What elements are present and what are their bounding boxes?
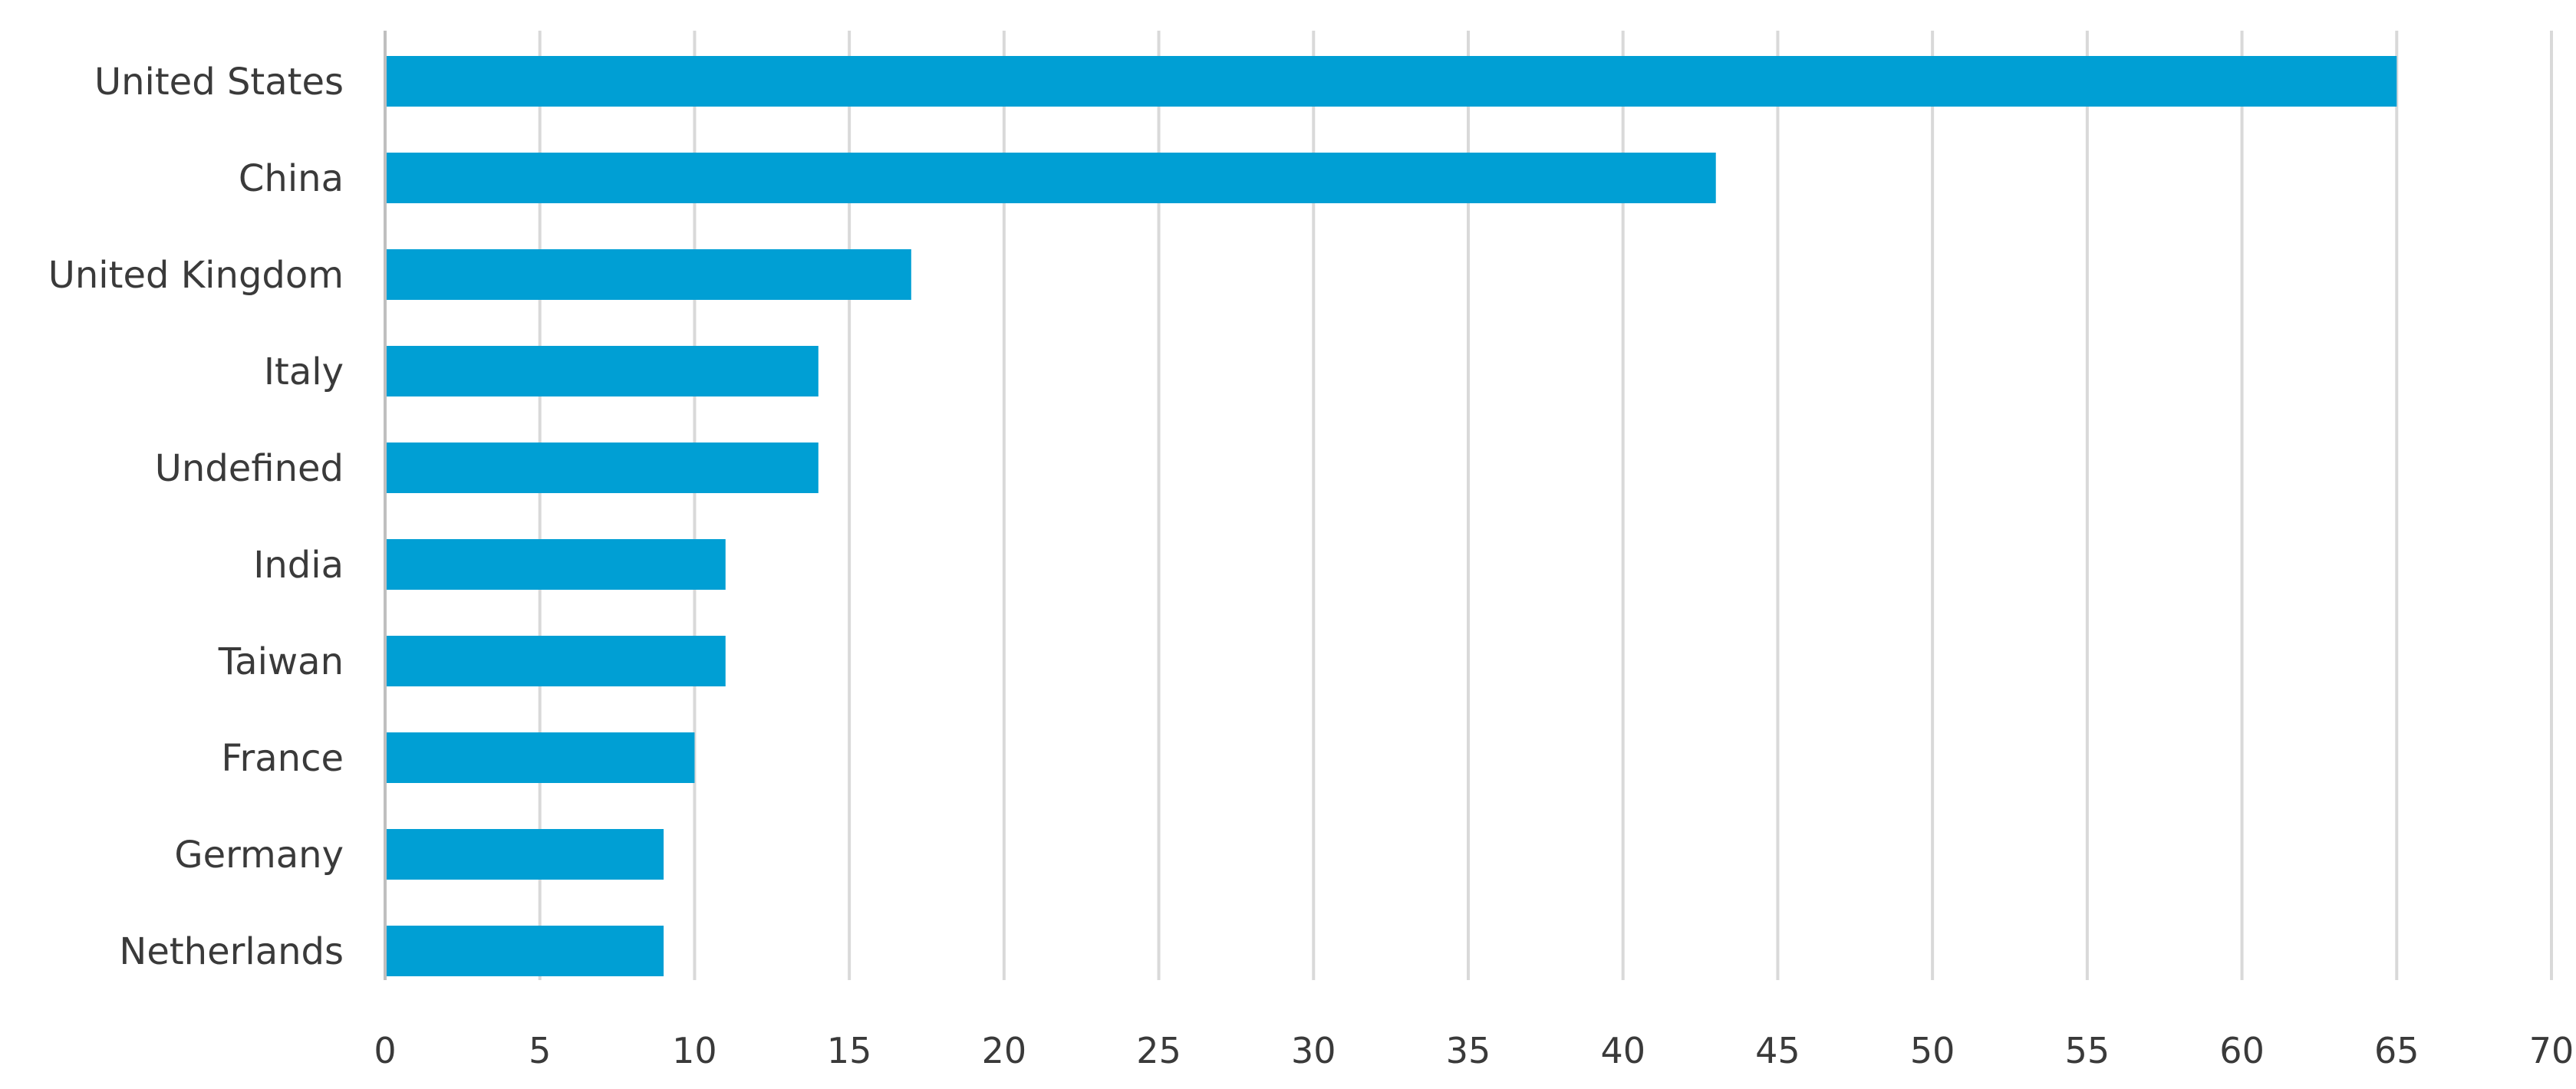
x-tick-label: 5 bbox=[529, 1030, 551, 1071]
category-label: France bbox=[221, 737, 344, 780]
x-tick-label: 55 bbox=[2065, 1030, 2110, 1071]
x-tick-label: 60 bbox=[2219, 1030, 2265, 1071]
category-label: China bbox=[239, 157, 344, 200]
bar bbox=[385, 346, 819, 396]
category-label: United States bbox=[94, 61, 344, 104]
x-tick-label: 40 bbox=[1600, 1030, 1645, 1071]
x-tick-label: 70 bbox=[2529, 1030, 2574, 1071]
x-tick-label: 45 bbox=[1755, 1030, 1800, 1071]
category-label: Italy bbox=[264, 350, 344, 393]
x-tick-label: 30 bbox=[1291, 1030, 1336, 1071]
x-tick-label: 65 bbox=[2374, 1030, 2420, 1071]
category-label: Netherlands bbox=[119, 930, 344, 973]
bar bbox=[385, 829, 664, 880]
x-tick-label: 15 bbox=[827, 1030, 872, 1071]
category-label: India bbox=[253, 544, 344, 587]
x-tick-label: 25 bbox=[1136, 1030, 1181, 1071]
category-labels: United States China United Kingdom Italy Und… bbox=[48, 61, 344, 973]
bar bbox=[385, 56, 2397, 107]
bar bbox=[385, 732, 695, 783]
x-tick-label: 35 bbox=[1446, 1030, 1491, 1071]
bar bbox=[385, 443, 819, 493]
bar bbox=[385, 249, 911, 300]
x-tick-label: 20 bbox=[982, 1030, 1027, 1071]
bar bbox=[385, 539, 726, 590]
category-label: Germany bbox=[174, 834, 344, 877]
x-tick-label: 0 bbox=[374, 1030, 396, 1071]
x-tick-labels: 0 5 10 15 20 25 30 35 40 45 50 55 60 65 70 bbox=[374, 1030, 2574, 1071]
bar bbox=[385, 926, 664, 976]
x-tick-label: 10 bbox=[672, 1030, 717, 1071]
category-label: Undefined bbox=[155, 447, 344, 490]
x-tick-label: 50 bbox=[1910, 1030, 1955, 1071]
category-label: United Kingdom bbox=[48, 254, 344, 297]
bar bbox=[385, 636, 726, 686]
category-label: Taiwan bbox=[218, 640, 344, 683]
bar bbox=[385, 153, 1716, 203]
bars bbox=[385, 56, 2397, 976]
